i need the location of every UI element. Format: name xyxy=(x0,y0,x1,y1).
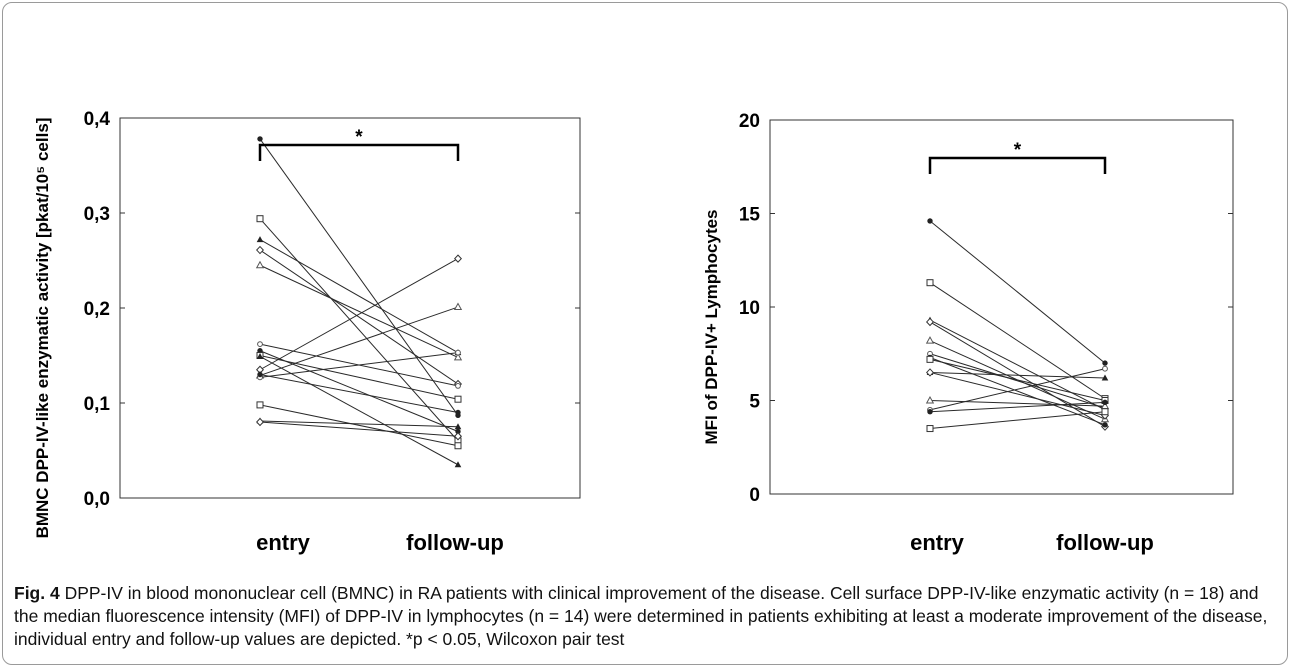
subject-line xyxy=(929,220,1106,364)
subject-line xyxy=(929,411,1106,430)
y-tick-label: 0,1 xyxy=(84,394,111,415)
follow-up-point xyxy=(1102,422,1108,428)
entry-point xyxy=(926,425,934,433)
y-tick-label: 0,3 xyxy=(84,204,110,225)
subject-line xyxy=(259,355,459,400)
figure-caption: Fig. 4 DPP-IV in blood mononuclear cell … xyxy=(14,582,1276,651)
entry-point xyxy=(255,260,265,269)
y-axis-title: BMNC DPP-IV-like enzymatic activity [pka… xyxy=(33,118,52,539)
follow-up-point xyxy=(453,302,463,311)
subject-line xyxy=(929,368,1106,411)
follow-up-point xyxy=(454,442,462,450)
subject-line xyxy=(259,404,459,447)
entry-point xyxy=(256,352,264,359)
y-tick-label: 15 xyxy=(739,205,761,226)
subject-line xyxy=(929,401,1106,413)
subject-line xyxy=(259,350,459,432)
follow-up-point xyxy=(1102,399,1108,406)
entry-point xyxy=(926,368,934,377)
x-category-label: follow-up xyxy=(1056,530,1154,555)
entry-point xyxy=(926,317,934,327)
subject-line xyxy=(929,321,1106,428)
y-tick-label: 5 xyxy=(749,392,760,413)
follow-up-point xyxy=(1102,365,1108,372)
subject-line xyxy=(259,306,459,376)
follow-up-point xyxy=(454,432,462,441)
figure-canvas: 0,0 0,1 0,2 0,3 0,4 BMNC DPP-IV-like enzymati… xyxy=(33,109,1234,555)
y-tick-label: 10 xyxy=(739,298,760,319)
entry-point xyxy=(926,279,934,287)
significance-star: * xyxy=(355,127,363,148)
follow-up-point xyxy=(455,428,461,435)
subject-line xyxy=(929,371,1106,416)
follow-up-point xyxy=(455,349,461,356)
follow-up-point xyxy=(1101,408,1109,416)
entry-point xyxy=(925,336,935,344)
x-category-label: entry xyxy=(256,530,311,555)
subject-line xyxy=(929,358,1106,401)
subject-line xyxy=(259,138,459,416)
follow-up-point xyxy=(1101,374,1109,381)
follow-up-point xyxy=(1102,360,1108,366)
entry-point xyxy=(925,395,935,404)
subject-line xyxy=(259,239,459,354)
y-tick-label: 0,0 xyxy=(84,489,110,510)
follow-up-point xyxy=(455,383,461,389)
entry-point xyxy=(927,409,933,415)
entry-point xyxy=(257,136,263,142)
subject-line xyxy=(929,400,1106,407)
subject-line xyxy=(259,374,459,413)
y-tick-label: 0,4 xyxy=(84,109,111,130)
plot-area-frame xyxy=(769,119,1234,495)
y-tick-label: 0,2 xyxy=(84,299,110,320)
significance-bracket xyxy=(258,143,460,161)
significance-bracket xyxy=(928,156,1107,174)
entry-point xyxy=(256,401,264,409)
follow-up-point xyxy=(453,352,463,361)
entry-point xyxy=(257,371,263,378)
subject-line xyxy=(929,319,1106,411)
follow-up-point xyxy=(454,254,462,263)
significance-star: * xyxy=(1014,140,1022,161)
chart-mfi-lymphocytes: 0 5 10 15 20 MFI of DPP-IV+ Lymphocytes entry f… xyxy=(702,111,1234,555)
follow-up-point xyxy=(455,409,461,416)
y-tick-label: 0 xyxy=(749,485,760,506)
subject-line xyxy=(929,371,1106,379)
chart-dpp-activity: 0,0 0,1 0,2 0,3 0,4 BMNC DPP-IV-like enzymati… xyxy=(33,109,581,555)
subject-line xyxy=(259,264,459,358)
entry-point xyxy=(257,341,263,348)
subject-line xyxy=(929,353,1106,409)
entry-point xyxy=(927,218,933,224)
entry-point xyxy=(256,236,264,243)
follow-up-point xyxy=(454,423,462,430)
x-category-label: entry xyxy=(910,530,965,555)
subject-line xyxy=(929,282,1106,400)
follow-up-point xyxy=(454,461,462,468)
caption-text: DPP-IV in blood mononuclear cell (BMNC) … xyxy=(14,583,1268,649)
subject-line xyxy=(259,352,459,378)
y-tick-label: 20 xyxy=(739,111,760,132)
subject-line xyxy=(259,420,459,428)
y-axis-title: MFI of DPP-IV+ Lymphocytes xyxy=(702,209,721,444)
subject-line xyxy=(259,258,459,371)
subject-line xyxy=(259,356,459,466)
entry-point xyxy=(256,417,264,427)
plot-area-frame xyxy=(119,117,581,499)
entry-point xyxy=(256,245,264,255)
x-category-label: follow-up xyxy=(406,530,504,555)
caption-label: Fig. 4 xyxy=(14,583,60,603)
entry-point xyxy=(256,215,264,223)
subject-line xyxy=(259,218,459,442)
follow-up-point xyxy=(454,395,462,403)
entry-point xyxy=(926,355,934,363)
subject-line xyxy=(259,249,459,385)
subject-line xyxy=(259,421,459,437)
subject-line xyxy=(929,357,1106,426)
